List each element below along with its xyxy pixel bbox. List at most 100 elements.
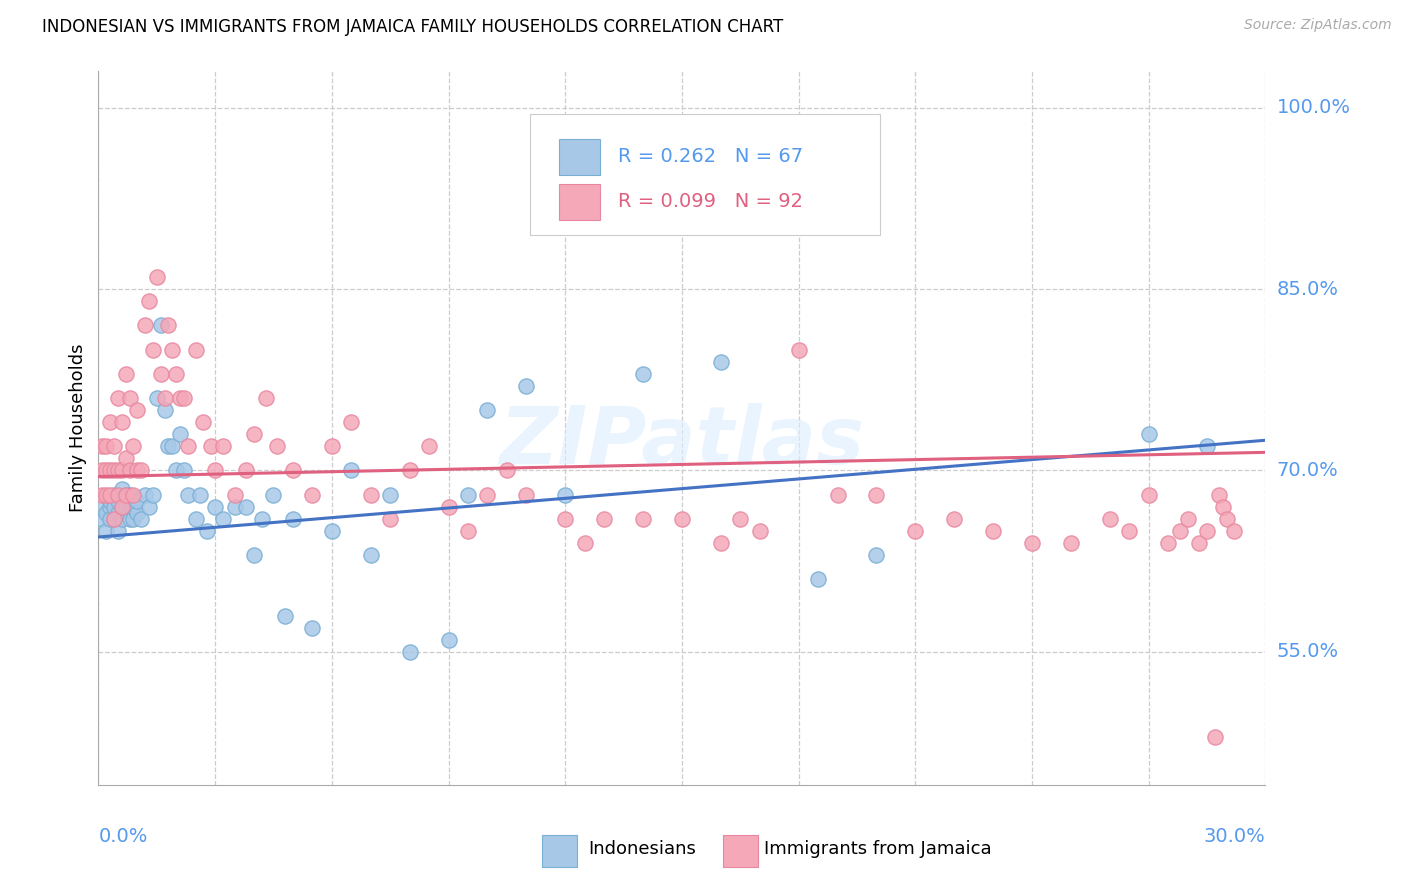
- Point: [188, 488, 211, 502]
- Point: [149, 367, 172, 381]
- Point: [904, 524, 927, 538]
- Point: [134, 318, 156, 333]
- Point: [360, 548, 382, 562]
- Point: [111, 463, 134, 477]
- Point: [91, 500, 114, 514]
- Point: [96, 439, 118, 453]
- Point: [177, 488, 200, 502]
- Point: [321, 524, 343, 538]
- Point: [243, 548, 266, 562]
- Point: [204, 500, 226, 514]
- Text: 55.0%: 55.0%: [1277, 642, 1339, 661]
- Point: [380, 488, 402, 502]
- Point: [162, 439, 184, 453]
- Point: [127, 506, 149, 520]
- Point: [96, 463, 118, 477]
- Point: [224, 488, 246, 502]
- Point: [103, 488, 125, 502]
- Point: [127, 493, 149, 508]
- Point: [631, 367, 654, 381]
- Point: [1137, 427, 1160, 442]
- Point: [96, 506, 118, 520]
- Point: [398, 645, 420, 659]
- Text: R = 0.262   N = 67: R = 0.262 N = 67: [617, 147, 803, 167]
- Point: [1021, 536, 1043, 550]
- Point: [96, 524, 118, 538]
- Point: [165, 367, 187, 381]
- Point: [91, 488, 114, 502]
- Text: Indonesians: Indonesians: [589, 840, 696, 858]
- Text: ZIPatlas: ZIPatlas: [499, 403, 865, 482]
- Point: [204, 463, 226, 477]
- Point: [122, 512, 145, 526]
- Point: [1060, 536, 1083, 550]
- Point: [122, 500, 145, 514]
- Point: [1137, 488, 1160, 502]
- Point: [1195, 439, 1218, 453]
- Point: [134, 488, 156, 502]
- Text: 85.0%: 85.0%: [1277, 279, 1339, 299]
- Point: [235, 463, 257, 477]
- Point: [200, 439, 222, 453]
- Point: [1188, 536, 1211, 550]
- Text: Source: ZipAtlas.com: Source: ZipAtlas.com: [1244, 18, 1392, 32]
- Y-axis label: Family Households: Family Households: [69, 344, 87, 512]
- Point: [162, 343, 184, 357]
- Point: [515, 379, 537, 393]
- Point: [118, 463, 141, 477]
- Point: [1118, 524, 1140, 538]
- Point: [212, 439, 235, 453]
- Point: [1215, 512, 1237, 526]
- Point: [146, 391, 169, 405]
- Point: [103, 439, 125, 453]
- Point: [118, 391, 141, 405]
- Text: INDONESIAN VS IMMIGRANTS FROM JAMAICA FAMILY HOUSEHOLDS CORRELATION CHART: INDONESIAN VS IMMIGRANTS FROM JAMAICA FA…: [42, 18, 783, 36]
- Point: [243, 427, 266, 442]
- Point: [807, 572, 830, 586]
- Point: [340, 463, 363, 477]
- Point: [127, 403, 149, 417]
- Point: [103, 463, 125, 477]
- Point: [631, 512, 654, 526]
- Point: [554, 512, 576, 526]
- FancyBboxPatch shape: [541, 835, 576, 867]
- Point: [149, 318, 172, 333]
- Text: Immigrants from Jamaica: Immigrants from Jamaica: [763, 840, 991, 858]
- Point: [173, 463, 195, 477]
- Point: [418, 439, 440, 453]
- Point: [1212, 500, 1234, 514]
- Point: [1208, 488, 1230, 502]
- Point: [129, 512, 152, 526]
- Point: [122, 488, 145, 502]
- Point: [212, 512, 235, 526]
- Point: [827, 488, 849, 502]
- Point: [398, 463, 420, 477]
- FancyBboxPatch shape: [530, 114, 880, 235]
- Point: [111, 482, 134, 496]
- Point: [262, 488, 284, 502]
- Point: [107, 488, 129, 502]
- Point: [98, 512, 121, 526]
- Point: [730, 512, 752, 526]
- Point: [153, 403, 176, 417]
- Point: [91, 463, 114, 477]
- Point: [165, 463, 187, 477]
- Point: [118, 488, 141, 502]
- Point: [477, 488, 499, 502]
- Point: [107, 463, 129, 477]
- Point: [710, 354, 733, 368]
- Point: [177, 439, 200, 453]
- Point: [98, 500, 121, 514]
- Point: [111, 500, 134, 514]
- Point: [274, 608, 297, 623]
- Point: [437, 500, 460, 514]
- Point: [301, 488, 323, 502]
- Point: [98, 463, 121, 477]
- Point: [114, 451, 136, 466]
- Point: [98, 493, 121, 508]
- Point: [111, 415, 134, 429]
- Point: [235, 500, 257, 514]
- Point: [1157, 536, 1180, 550]
- Point: [103, 512, 125, 526]
- Point: [107, 506, 129, 520]
